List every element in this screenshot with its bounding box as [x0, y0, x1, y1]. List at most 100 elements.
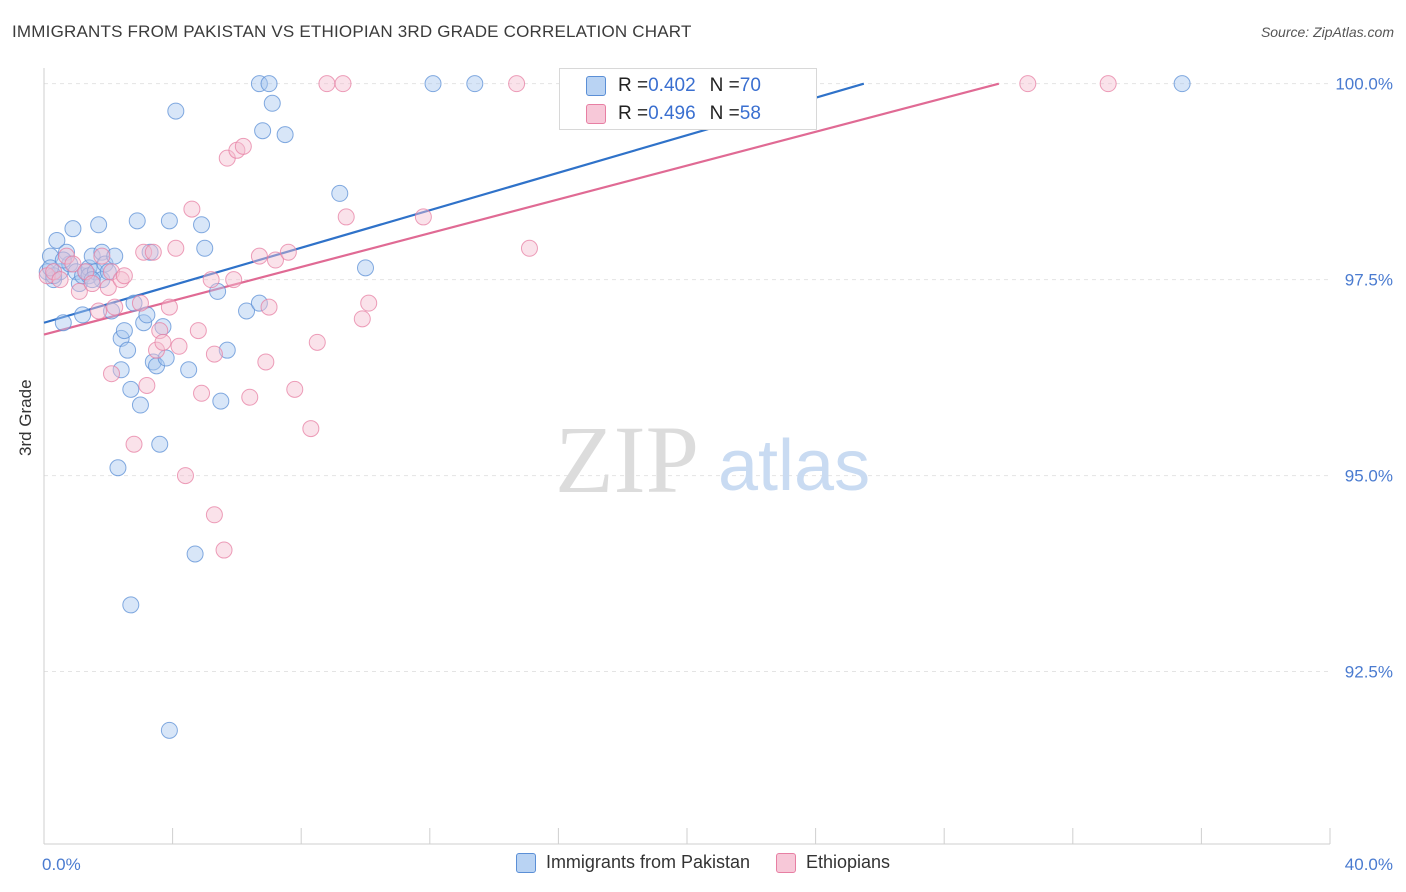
point-ethiopians	[205, 345, 223, 363]
point-pakistan	[1173, 75, 1191, 93]
legend-label-pakistan: Immigrants from Pakistan	[545, 852, 750, 872]
legend-item-ethiopians[interactable]: Ethiopians	[776, 852, 890, 873]
point-ethiopians	[125, 435, 143, 453]
point-pakistan	[193, 216, 211, 234]
point-ethiopians	[193, 384, 211, 402]
point-pakistan	[112, 361, 130, 379]
stats-swatch-ethiopians	[586, 104, 606, 124]
point-ethiopians	[302, 420, 320, 438]
n-value: 70	[739, 75, 761, 96]
r-value: 0.402	[648, 75, 696, 96]
y-tick-label: 97.5%	[1345, 271, 1393, 290]
point-ethiopians	[115, 267, 133, 285]
point-ethiopians	[318, 75, 336, 93]
point-ethiopians	[250, 247, 268, 265]
point-ethiopians	[508, 75, 526, 93]
point-pakistan	[48, 231, 66, 249]
point-pakistan	[125, 294, 143, 312]
legend-item-pakistan[interactable]: Immigrants from Pakistan	[515, 852, 750, 873]
point-ethiopians	[90, 302, 108, 320]
point-ethiopians	[202, 271, 220, 289]
n-label: N =	[709, 75, 740, 96]
point-pakistan	[250, 75, 268, 93]
x-tick-label: 40.0%	[1345, 855, 1393, 874]
watermark-atlas: atlas	[718, 426, 870, 506]
point-ethiopians	[183, 200, 201, 218]
point-pakistan	[167, 102, 185, 120]
point-pakistan	[212, 392, 230, 410]
point-ethiopians	[51, 271, 69, 289]
point-pakistan	[160, 212, 178, 230]
point-pakistan	[54, 314, 72, 332]
point-ethiopians	[225, 271, 243, 289]
legend-swatch-ethiopians	[776, 852, 796, 873]
point-ethiopians	[257, 353, 275, 371]
legend: Immigrants from Pakistan Ethiopians	[0, 852, 1406, 873]
point-ethiopians	[176, 467, 194, 485]
point-pakistan	[119, 341, 137, 359]
point-pakistan	[64, 220, 82, 238]
stats-swatch-pakistan	[586, 76, 606, 96]
point-ethiopians	[520, 239, 538, 257]
point-ethiopians	[93, 247, 111, 265]
watermark: ZIP atlas	[555, 406, 870, 513]
point-ethiopians	[160, 298, 178, 316]
point-ethiopians	[234, 137, 252, 155]
point-ethiopians	[189, 322, 207, 340]
point-ethiopians	[167, 239, 185, 257]
point-ethiopians	[205, 506, 223, 524]
tick-labels: 92.5% 95.0% 97.5% 100.0% 0.0% 40.0%	[42, 75, 1393, 874]
chart-title: IMMIGRANTS FROM PAKISTAN VS ETHIOPIAN 3R…	[12, 22, 692, 41]
point-pakistan	[115, 322, 133, 340]
trend-line-ethiopians	[43, 82, 1000, 336]
point-ethiopians	[266, 251, 284, 269]
source-credit: Source: ZipAtlas.com	[1260, 24, 1394, 40]
point-pakistan	[74, 306, 92, 324]
x-tick-label: 0.0%	[42, 855, 81, 874]
point-ethiopians	[83, 275, 101, 293]
point-pakistan	[331, 184, 349, 202]
point-ethiopians	[241, 388, 259, 406]
point-ethiopians	[64, 255, 82, 273]
stats-legend-box: R = 0.402 N = 70 R = 0.496 N = 58	[559, 68, 817, 130]
point-ethiopians	[70, 282, 88, 300]
r-label: R =	[618, 103, 649, 124]
gridlines	[44, 83, 1330, 673]
y-tick-label: 92.5%	[1345, 663, 1393, 682]
point-pakistan	[180, 361, 198, 379]
legend-swatch-pakistan	[515, 852, 536, 873]
n-value: 58	[739, 103, 761, 124]
point-pakistan	[196, 239, 214, 257]
point-ethiopians	[260, 298, 278, 316]
point-pakistan	[250, 294, 268, 312]
point-pakistan	[238, 302, 256, 320]
point-pakistan	[424, 75, 442, 93]
point-pakistan	[160, 721, 178, 739]
point-ethiopians	[138, 376, 156, 394]
point-pakistan	[151, 435, 169, 453]
r-value: 0.496	[648, 103, 696, 124]
point-ethiopians	[1019, 75, 1037, 93]
point-ethiopians	[106, 298, 124, 316]
point-pakistan	[254, 122, 272, 140]
point-ethiopians	[353, 310, 371, 328]
point-ethiopians	[144, 243, 162, 261]
stats-row-ethiopians: R = 0.496 N = 58	[586, 101, 761, 127]
point-ethiopians	[103, 365, 121, 383]
point-pakistan	[131, 396, 149, 414]
point-pakistan	[276, 126, 294, 144]
point-ethiopians	[279, 243, 297, 261]
point-pakistan	[218, 341, 236, 359]
point-ethiopians	[360, 294, 378, 312]
r-label: R =	[618, 75, 649, 96]
point-ethiopians	[215, 541, 233, 559]
point-ethiopians	[135, 243, 153, 261]
point-ethiopians	[154, 333, 172, 351]
point-ethiopians	[1099, 75, 1117, 93]
point-pakistan	[357, 259, 374, 277]
point-pakistan	[122, 596, 140, 614]
point-ethiopians	[414, 208, 432, 226]
axes	[43, 68, 1331, 845]
point-pakistan	[128, 212, 146, 230]
